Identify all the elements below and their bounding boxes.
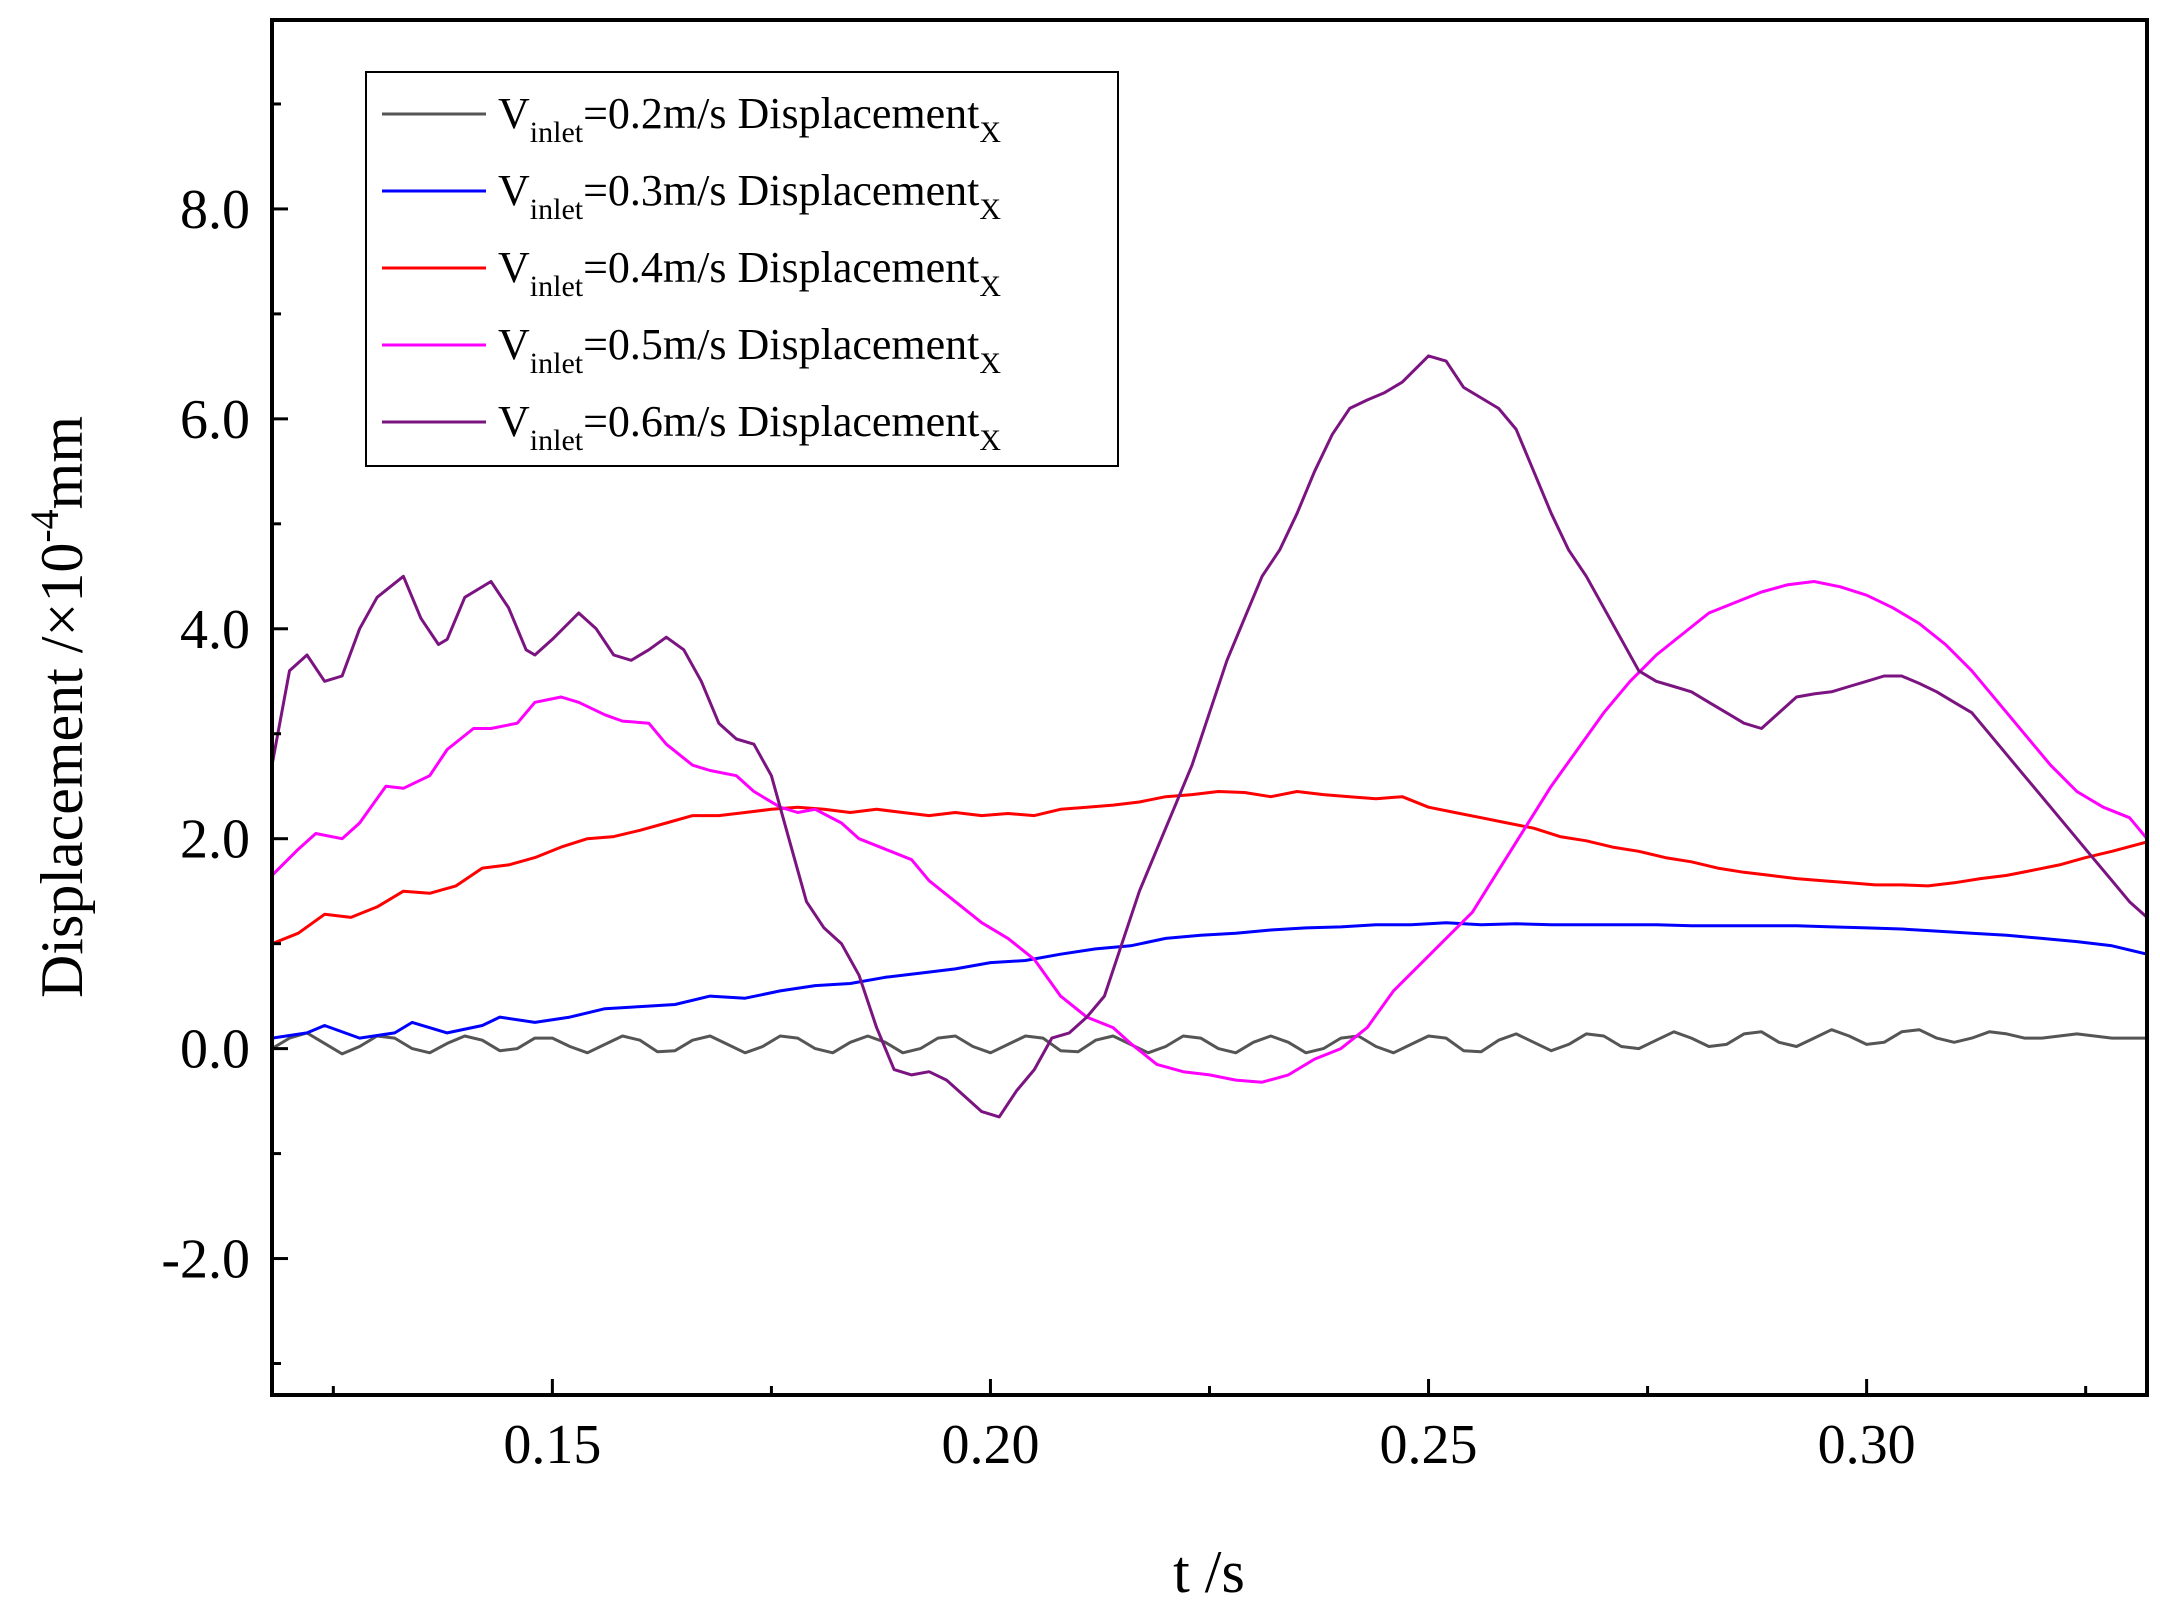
y-tick-label: 4.0 [180,599,250,661]
legend-item-3: Vinlet=0.4m/s DisplacementX [382,243,1001,303]
series-line-1 [272,1028,2147,1056]
plot-frame [270,18,2149,1397]
legend-label: Vinlet=0.5m/s DisplacementX [498,320,1001,380]
y-axis-title-main: Displacement /×10 [29,543,95,998]
series-layer [272,354,2147,1119]
y-tick-label: 8.0 [180,179,250,241]
y-axis-title: Displacement /×10-4mm [22,416,95,998]
y-axis-title-exponent: -4 [22,509,67,542]
legend-box [365,71,1119,467]
x-tick-label: 0.25 [1380,1414,1478,1476]
series-line-3 [272,790,2147,946]
legend-item-1: Vinlet=0.2m/s DisplacementX [382,89,1001,149]
y-tick-label: -2.0 [161,1229,250,1291]
x-tick-label: 0.30 [1818,1414,1916,1476]
tick-layer: 0.15 0.20 0.25 0.30 -2.0 0.0 2.0 4.0 6.0 8.0 [161,102,2088,1476]
x-tick-label: 0.20 [941,1414,1039,1476]
y-axis-title-unit: mm [29,416,95,509]
legend-item-5: Vinlet=0.6m/s DisplacementX [382,397,1001,457]
series-line-5 [272,354,2147,1119]
x-axis-title: t /s [1173,1539,1245,1605]
x-tick-label: 0.15 [503,1414,601,1476]
legend: Vinlet=0.2m/s DisplacementX Vinlet=0.3m/s… [365,71,1119,467]
y-tick-label: 0.0 [180,1019,250,1081]
legend-item-4: Vinlet=0.5m/s DisplacementX [382,320,1001,380]
legend-item-2: Vinlet=0.3m/s DisplacementX [382,166,1001,226]
series-line-4 [272,580,2147,1084]
y-tick-label: 6.0 [180,389,250,451]
legend-label: Vinlet=0.4m/s DisplacementX [498,243,1001,303]
legend-label: Vinlet=0.6m/s DisplacementX [498,397,1001,457]
y-tick-label: 2.0 [180,809,250,871]
series-line-2 [272,921,2147,1040]
legend-label: Vinlet=0.3m/s DisplacementX [498,166,1001,226]
legend-label: Vinlet=0.2m/s DisplacementX [498,89,1001,149]
